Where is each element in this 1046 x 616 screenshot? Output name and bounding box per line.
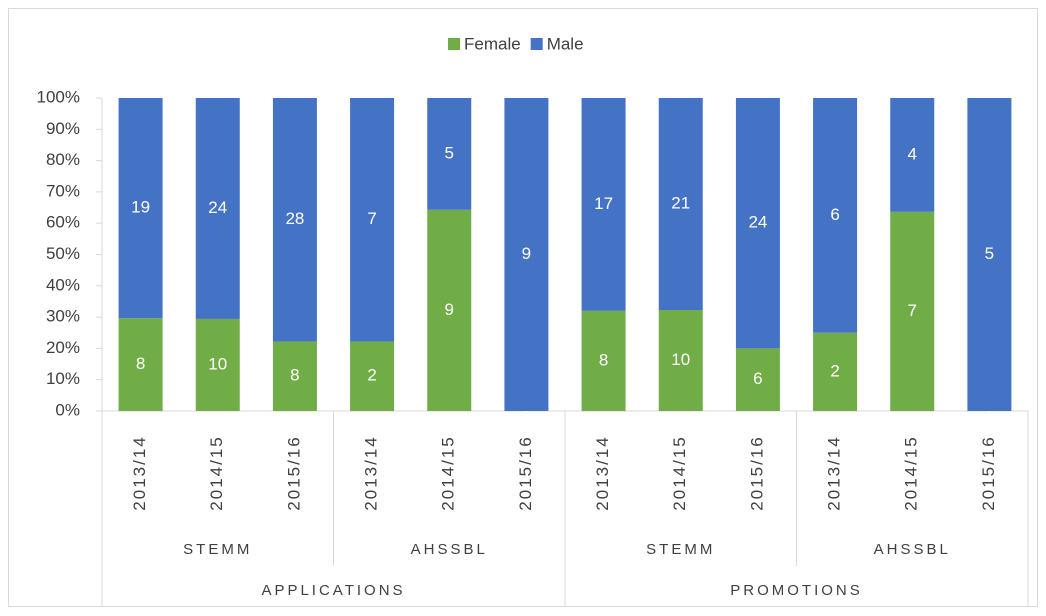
bar-segment xyxy=(658,310,703,411)
x-tick-label: 2013/14 xyxy=(825,435,844,510)
data-label: 10 xyxy=(671,350,690,369)
bar-segment xyxy=(813,332,858,411)
y-tick-label: 70% xyxy=(46,181,80,200)
y-tick-label: 90% xyxy=(46,119,80,138)
data-label: 8 xyxy=(290,366,299,385)
bar-segment xyxy=(272,341,317,411)
y-tick-label: 100% xyxy=(37,87,80,106)
data-label: 21 xyxy=(671,194,690,213)
group-label: AHSSBL xyxy=(874,541,951,558)
data-label: 6 xyxy=(753,369,762,388)
legend-label: Female xyxy=(464,34,521,53)
x-tick-label: 2013/14 xyxy=(593,435,612,510)
x-tick-label: 2014/15 xyxy=(902,435,921,510)
data-label: 8 xyxy=(136,354,145,373)
data-label: 7 xyxy=(908,301,917,320)
legend-label: Male xyxy=(547,34,584,53)
bar-segment xyxy=(427,209,472,411)
y-tick-label: 80% xyxy=(46,150,80,169)
x-tick-label: 2015/16 xyxy=(284,435,303,510)
bar-segment xyxy=(813,98,858,333)
data-label: 24 xyxy=(748,213,767,232)
data-label: 17 xyxy=(594,194,613,213)
data-label: 2 xyxy=(830,361,839,380)
bar-segment xyxy=(658,98,703,311)
bar-segment xyxy=(427,98,472,210)
x-tick-label: 2013/14 xyxy=(362,435,381,510)
bar-segment xyxy=(890,98,935,212)
bar-segment xyxy=(350,341,395,411)
bar-segment xyxy=(195,98,240,319)
y-tick-label: 20% xyxy=(46,338,80,357)
x-tick-label: 2014/15 xyxy=(670,435,689,510)
bar-segment xyxy=(195,318,240,411)
x-tick-label: 2015/16 xyxy=(979,435,998,510)
bar-segment xyxy=(581,310,626,411)
bar-segment xyxy=(581,98,626,311)
group-label: STEMM xyxy=(183,541,252,558)
data-label: 8 xyxy=(599,350,608,369)
bar-segment xyxy=(735,348,780,411)
y-tick-label: 10% xyxy=(46,369,80,388)
group-label: AHSSBL xyxy=(411,541,488,558)
data-label: 5 xyxy=(445,143,454,162)
bar-segment xyxy=(967,98,1012,411)
bar-segment xyxy=(118,318,163,411)
y-tick-label: 50% xyxy=(46,244,80,263)
data-label: 24 xyxy=(208,198,227,217)
group-label: PROMOTIONS xyxy=(730,582,863,599)
data-label: 5 xyxy=(985,244,994,263)
data-label: 2 xyxy=(367,366,376,385)
data-label: 6 xyxy=(830,205,839,224)
data-label: 4 xyxy=(908,144,917,163)
y-tick-label: 0% xyxy=(55,400,80,419)
legend-swatch xyxy=(530,38,543,50)
x-tick-label: 2015/16 xyxy=(747,435,766,510)
data-label: 9 xyxy=(522,244,531,263)
legend-swatch xyxy=(448,38,460,50)
y-tick-label: 30% xyxy=(46,307,80,326)
data-label: 28 xyxy=(285,209,304,228)
x-tick-label: 2014/15 xyxy=(439,435,458,510)
y-tick-label: 60% xyxy=(46,213,80,232)
bar-segment xyxy=(890,211,935,411)
bar-segment xyxy=(118,98,163,319)
x-tick-label: 2015/16 xyxy=(516,435,535,510)
x-tick-label: 2014/15 xyxy=(207,435,226,510)
data-label: 7 xyxy=(367,209,376,228)
group-label: STEMM xyxy=(646,541,715,558)
bar-segment xyxy=(504,98,549,411)
group-label: APPLICATIONS xyxy=(261,582,405,599)
data-label: 9 xyxy=(445,300,454,319)
bar-segment xyxy=(272,98,317,342)
y-tick-label: 40% xyxy=(46,275,80,294)
bar-segment xyxy=(350,98,395,342)
data-label: 19 xyxy=(131,198,150,217)
x-tick-label: 2013/14 xyxy=(130,435,149,510)
bar-segment xyxy=(735,98,780,349)
data-label: 10 xyxy=(208,354,227,373)
